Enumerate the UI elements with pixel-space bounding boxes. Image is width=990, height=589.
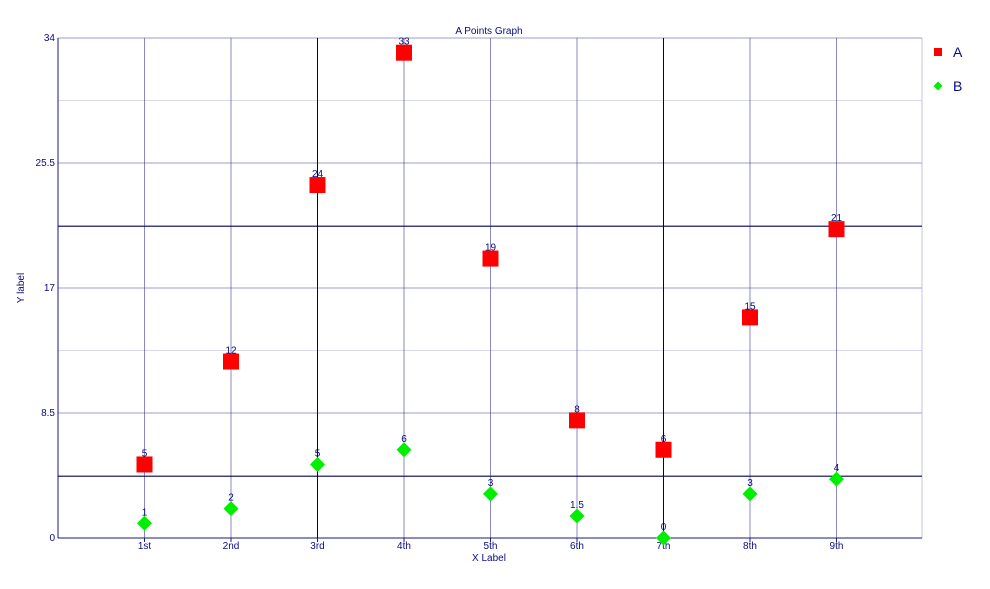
x-axis-title: X Label	[472, 553, 506, 564]
series-b-data-label: 3	[488, 478, 494, 489]
legend-a-marker	[934, 48, 942, 56]
x-tick-label: 3rd	[310, 541, 324, 552]
chart-title: A Points Graph	[455, 26, 522, 37]
series-b-point	[483, 486, 498, 502]
series-a-point	[742, 309, 758, 326]
series-b-data-label: 1	[142, 507, 148, 518]
series-b-point	[742, 486, 758, 502]
series-a-data-label: 8	[574, 404, 580, 415]
x-tick-label: 9th	[830, 541, 844, 552]
series-a-data-label: 15	[744, 301, 756, 312]
series-b-point	[310, 456, 325, 472]
grid-layer	[58, 37, 923, 539]
x-tick-label: 4th	[397, 541, 411, 552]
x-tick-label: 2nd	[223, 541, 240, 552]
series-b-point	[137, 515, 152, 531]
series-b-data-label: 0	[661, 522, 667, 533]
legend: AB	[933, 44, 963, 94]
y-tick-label: 34	[44, 33, 56, 44]
series-a-data-label: 5	[142, 448, 148, 459]
y-tick-label: 25.5	[36, 158, 56, 169]
series-b-data-label: 3	[747, 478, 753, 489]
series-a-point	[223, 353, 239, 370]
series-a-point	[396, 44, 412, 61]
series-b-point	[223, 501, 239, 517]
series-a-data-label: 24	[312, 169, 324, 180]
x-tick-label: 8th	[743, 541, 757, 552]
series-a-point	[136, 456, 153, 473]
x-tick-label: 6th	[570, 541, 584, 552]
data-marks	[136, 44, 845, 546]
x-tick-label: 5th	[484, 541, 498, 552]
legend-a-label: A	[953, 44, 963, 60]
series-b-data-label: 6	[401, 434, 407, 445]
series-a-data-label: 19	[485, 243, 497, 254]
series-a-point	[309, 177, 326, 194]
reference-lines	[58, 38, 922, 538]
series-a-point	[655, 441, 672, 458]
series-b-data-label: 2	[228, 493, 234, 504]
x-tick-label: 7th	[657, 541, 671, 552]
series-a-point	[569, 412, 585, 429]
series-b-data-label: 1.5	[570, 500, 584, 511]
legend-b-label: B	[953, 78, 962, 94]
y-tick-label: 0	[49, 533, 55, 544]
series-b-point	[396, 442, 412, 458]
series-b-data-label: 5	[315, 448, 321, 459]
series-b-point	[656, 530, 671, 546]
series-b-point	[829, 471, 844, 487]
y-tick-label: 8.5	[41, 408, 55, 419]
series-a-data-label: 33	[398, 37, 410, 48]
series-b-data-label: 4	[834, 463, 840, 474]
series-a-data-label: 12	[225, 346, 237, 357]
series-a-point	[482, 250, 499, 267]
x-tick-label: 1st	[138, 541, 152, 552]
series-a-data-label: 6	[661, 434, 667, 445]
series-b-point	[569, 508, 585, 524]
y-axis-title: Y label	[16, 273, 27, 303]
series-a-point	[828, 221, 845, 238]
y-tick-label: 17	[44, 283, 56, 294]
legend-b-marker	[933, 81, 943, 91]
series-a-data-label: 21	[831, 213, 843, 224]
